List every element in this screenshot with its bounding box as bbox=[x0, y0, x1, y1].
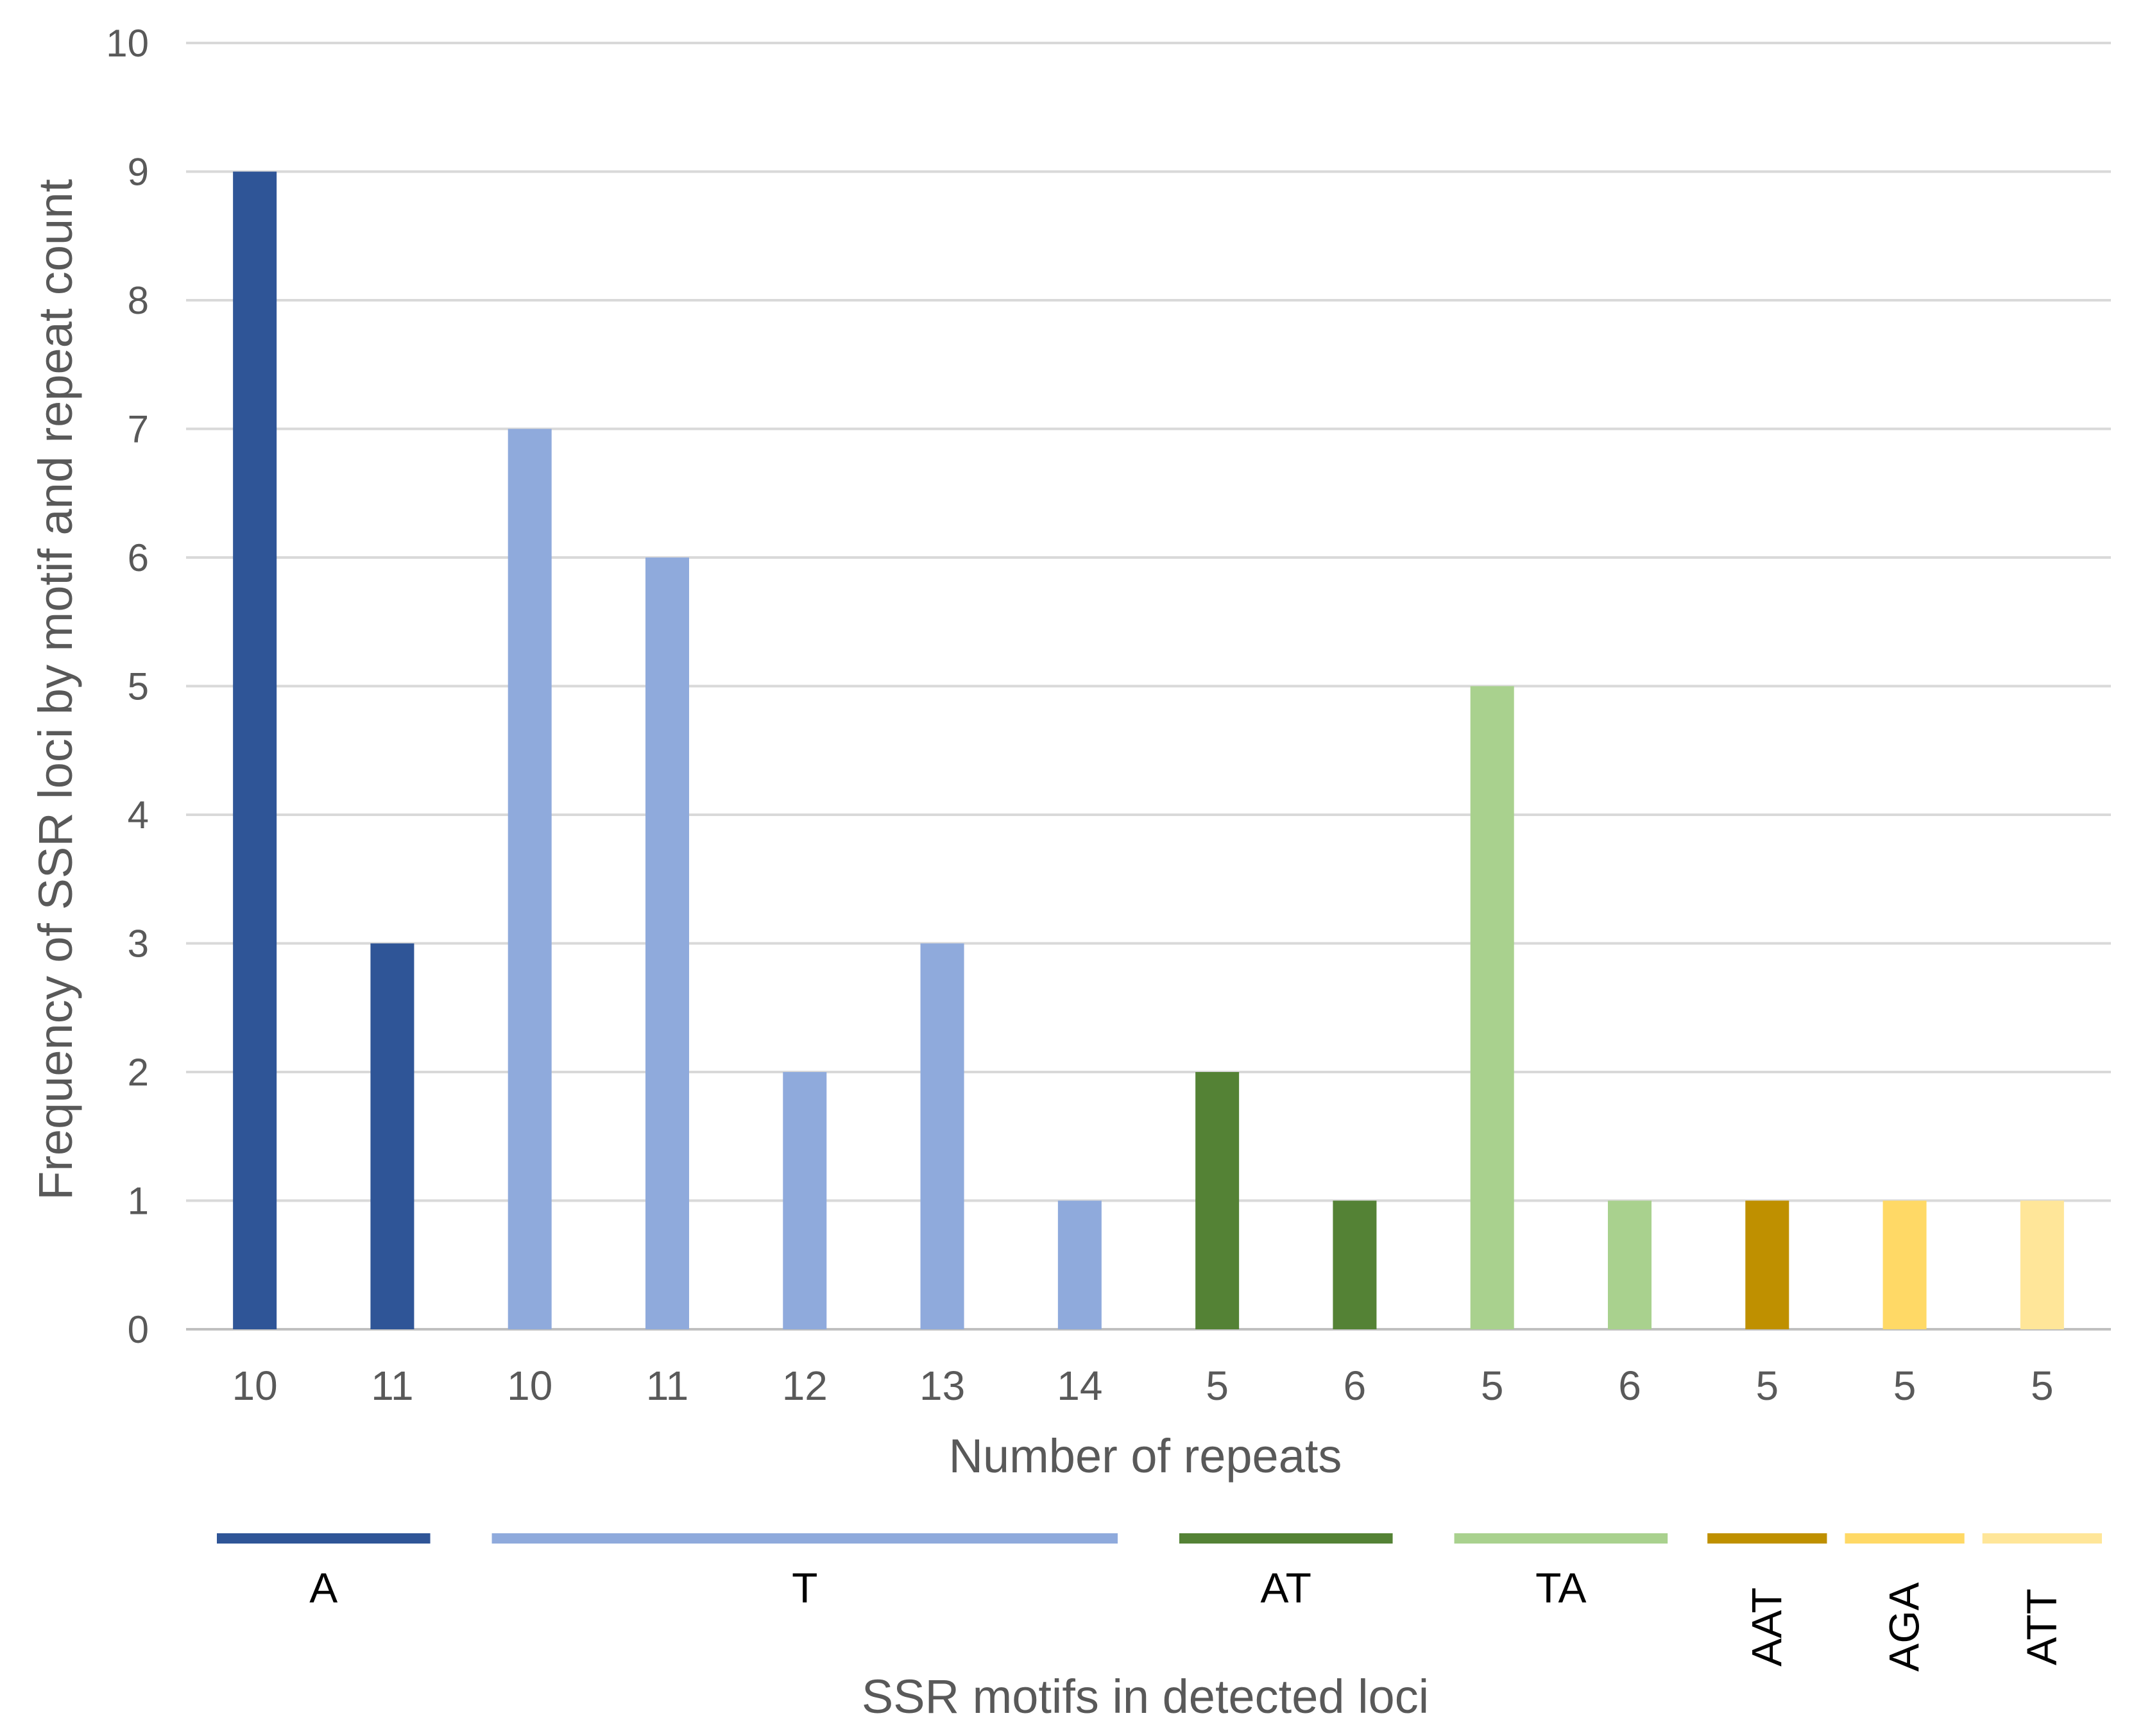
x-tick-label: 10 bbox=[507, 1363, 552, 1409]
y-axis-title: Frequency of SSR loci by motif and repea… bbox=[29, 179, 82, 1200]
motif-band bbox=[1454, 1533, 1668, 1544]
motif-label: AT bbox=[1261, 1564, 1311, 1612]
y-tick-label: 0 bbox=[128, 1308, 149, 1351]
x-tick-label: 11 bbox=[371, 1363, 413, 1409]
y-axis-ticks: 0 1 2 3 4 5 6 7 8 9 10 bbox=[106, 22, 149, 1351]
y-tick-label: 1 bbox=[128, 1180, 149, 1223]
bar bbox=[1745, 1200, 1789, 1329]
x-tick-label: 6 bbox=[1344, 1363, 1367, 1409]
bar bbox=[508, 429, 552, 1329]
motif-label: AGA bbox=[1881, 1582, 1928, 1671]
motif-band bbox=[1982, 1533, 2102, 1544]
motif-label: T bbox=[792, 1564, 817, 1612]
bar bbox=[645, 557, 689, 1329]
y-tick-label: 10 bbox=[106, 22, 149, 65]
motif-band bbox=[217, 1533, 431, 1544]
motif-label: A bbox=[309, 1564, 337, 1612]
x-tick-label: 13 bbox=[919, 1363, 965, 1409]
motif-band bbox=[1707, 1533, 1827, 1544]
bar bbox=[920, 943, 964, 1329]
x-tick-label: 12 bbox=[782, 1363, 828, 1409]
x-tick-label: 5 bbox=[1481, 1363, 1504, 1409]
bar bbox=[1195, 1072, 1240, 1329]
motif-label: ATT bbox=[2018, 1588, 2065, 1665]
y-tick-label: 4 bbox=[128, 794, 149, 837]
motif-label: AAT bbox=[1743, 1587, 1790, 1666]
bar bbox=[370, 943, 414, 1329]
motif-band bbox=[1179, 1533, 1393, 1544]
x-tick-label: 10 bbox=[232, 1363, 278, 1409]
y-tick-label: 8 bbox=[128, 279, 149, 322]
y-tick-label: 6 bbox=[128, 536, 149, 579]
y-tick-label: 5 bbox=[128, 665, 149, 708]
motif-groups: A T AT TA AAT AGA ATT bbox=[217, 1533, 2102, 1672]
y-tick-label: 9 bbox=[128, 151, 149, 194]
y-tick-label: 7 bbox=[128, 408, 149, 451]
bar bbox=[783, 1072, 827, 1329]
motif-band bbox=[1845, 1533, 1965, 1544]
bar bbox=[1333, 1200, 1377, 1329]
bar bbox=[2020, 1200, 2064, 1329]
x-tick-label: 14 bbox=[1057, 1363, 1102, 1409]
bar bbox=[1057, 1200, 1102, 1329]
x-tick-label: 5 bbox=[1206, 1363, 1229, 1409]
y-tick-label: 2 bbox=[128, 1051, 149, 1094]
bar bbox=[1608, 1200, 1652, 1329]
bars bbox=[233, 171, 2064, 1329]
bar bbox=[233, 171, 277, 1329]
x-tick-label: 5 bbox=[2031, 1363, 2054, 1409]
x-tick-label: 6 bbox=[1618, 1363, 1641, 1409]
bar bbox=[1470, 686, 1514, 1329]
x-axis-title: Number of repeats bbox=[949, 1429, 1342, 1483]
bar bbox=[1882, 1200, 1927, 1329]
gridlines bbox=[186, 42, 2111, 1331]
motif-label: TA bbox=[1535, 1564, 1586, 1612]
x-tick-label: 5 bbox=[1893, 1363, 1916, 1409]
x-tick-label: 11 bbox=[646, 1363, 688, 1409]
x-axis-ticks: 10 11 10 11 12 13 14 5 6 5 6 5 5 5 bbox=[232, 1363, 2054, 1409]
motif-band bbox=[491, 1533, 1118, 1544]
group-axis-title: SSR motifs in detected loci bbox=[862, 1670, 1429, 1723]
y-tick-label: 3 bbox=[128, 923, 149, 966]
x-tick-label: 5 bbox=[1755, 1363, 1779, 1409]
